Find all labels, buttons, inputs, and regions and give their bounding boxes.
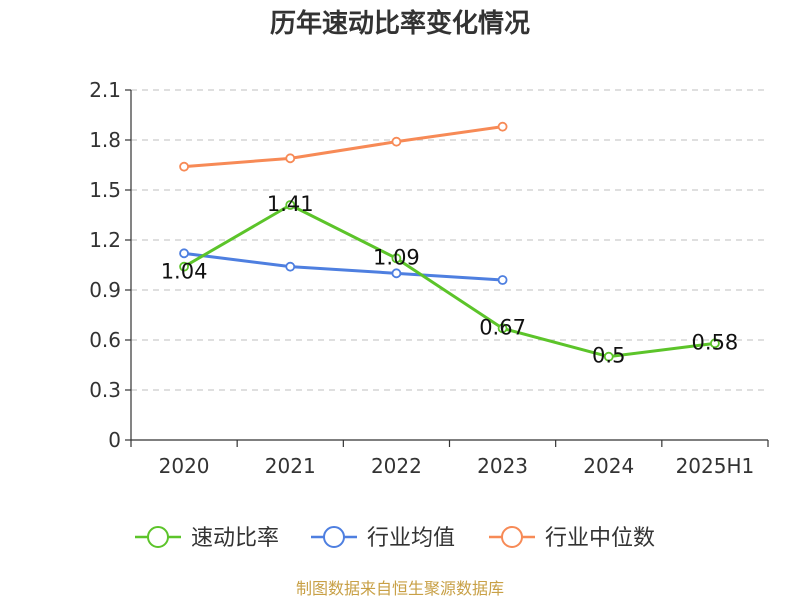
series-1-point-2: [391, 268, 402, 279]
legend-item-0: 速动比率: [135, 526, 279, 551]
x-tick-label-3: 2023: [477, 454, 528, 478]
x-tick-label-5: 2025H1: [676, 454, 755, 478]
series-1-point-1: [285, 261, 296, 272]
data-label-1: 1.41: [267, 192, 314, 216]
legend: 速动比率 行业均值 行业中位数: [135, 526, 655, 551]
source-note: 制图数据来自恒生聚源数据库: [296, 579, 504, 598]
y-tick-label-7: 2.1: [89, 78, 121, 102]
data-label-4: 0.5: [592, 344, 625, 368]
legend-marker-2: [501, 526, 523, 548]
series-0-point-0: [179, 261, 189, 272]
x-tick-label-1: 2021: [265, 454, 316, 478]
y-tick-label-3: 0.9: [89, 278, 121, 302]
series-lines: [179, 121, 720, 362]
legend-label-0: 速动比率: [191, 526, 279, 551]
y-tick-label-4: 1.2: [89, 228, 121, 252]
series-0-point-4: [603, 351, 614, 362]
legend-label-2: 行业中位数: [545, 526, 655, 551]
y-tick-label-1: 0.3: [89, 378, 121, 402]
data-label-3: 0.67: [479, 315, 526, 339]
series-0-point-3: [497, 323, 508, 334]
grid-lines: [131, 89, 768, 391]
axes: 0 0.3 0.6 0.9 1.2 1.5 1.8 2.1 2020 2021 2022 2023 20…: [89, 78, 769, 478]
series-0-point-1: [285, 200, 296, 210]
legend-item-2: 行业中位数: [489, 526, 655, 551]
series-1: [179, 248, 508, 285]
series-line-2: [182, 125, 505, 169]
series-2-point-1: [285, 153, 296, 164]
legend-marker-1: [323, 526, 345, 548]
series-0-point-5: [710, 338, 720, 349]
series-2: [179, 121, 508, 172]
data-label-0: 1.04: [161, 260, 208, 284]
series-2-point-2: [391, 136, 402, 147]
series-line-0: [182, 203, 717, 359]
chart-title: 历年速动比率变化情况: [270, 8, 530, 39]
x-tick-label-2: 2022: [371, 454, 422, 478]
y-tick-label-6: 1.8: [89, 128, 121, 152]
series-2-point-3: [497, 121, 508, 132]
x-tick-label-0: 2020: [159, 454, 210, 478]
x-tick-label-4: 2024: [583, 454, 634, 478]
legend-label-1: 行业均值: [367, 526, 455, 551]
series-0: [179, 200, 720, 362]
y-tick-label-5: 1.5: [89, 178, 121, 202]
data-label-5: 0.58: [692, 330, 739, 354]
series-2-point-0: [179, 161, 189, 172]
series-1-point-0: [179, 248, 189, 259]
data-label-2: 1.09: [373, 245, 420, 269]
y-tick-label-2: 0.6: [89, 328, 121, 352]
series-line-1: [182, 251, 505, 282]
legend-item-1: 行业均值: [311, 526, 455, 551]
data-labels: 1.04 1.41 1.09 0.67 0.5 0.58: [161, 192, 739, 368]
series-1-point-3: [497, 275, 508, 285]
series-0-point-2: [391, 253, 402, 264]
legend-marker-0: [147, 526, 169, 548]
y-tick-label-0: 0: [108, 428, 121, 452]
